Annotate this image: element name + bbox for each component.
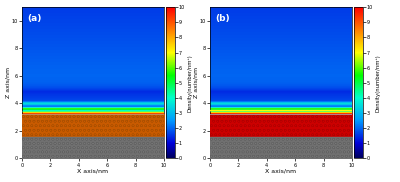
X-axis label: X axis/nm: X axis/nm (266, 169, 296, 174)
Y-axis label: Z axis/nm: Z axis/nm (193, 67, 198, 98)
Y-axis label: Density(number/nm³): Density(number/nm³) (188, 54, 193, 112)
Y-axis label: Z axis/nm: Z axis/nm (5, 67, 10, 98)
Text: (b): (b) (215, 14, 230, 23)
Y-axis label: Density(number/nm³): Density(number/nm³) (376, 54, 381, 112)
X-axis label: X axis/nm: X axis/nm (78, 169, 108, 174)
Text: (a): (a) (27, 14, 41, 23)
